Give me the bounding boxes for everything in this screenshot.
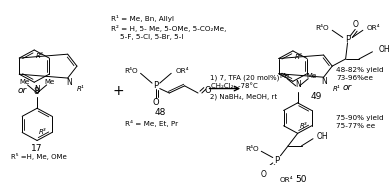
Text: OH: OH — [317, 132, 328, 141]
Text: N: N — [322, 77, 327, 86]
Text: N: N — [34, 85, 40, 94]
Text: 75-90% yield: 75-90% yield — [336, 115, 384, 121]
Text: N: N — [66, 78, 71, 87]
Text: 75-77% ee: 75-77% ee — [336, 123, 375, 129]
Text: R¹: R¹ — [77, 86, 85, 92]
Text: R¹: R¹ — [333, 86, 341, 92]
Text: Me: Me — [20, 79, 30, 85]
Text: O: O — [152, 98, 159, 107]
Text: OR⁴: OR⁴ — [279, 177, 293, 183]
Text: 50: 50 — [296, 175, 307, 183]
Text: P: P — [153, 81, 158, 90]
Text: O: O — [205, 86, 211, 95]
Text: P: P — [345, 35, 350, 44]
Text: R⁴O: R⁴O — [124, 68, 138, 74]
Text: OR⁴: OR⁴ — [176, 68, 190, 74]
Text: O: O — [260, 170, 266, 179]
Text: R²: R² — [294, 54, 302, 60]
Text: R³: R³ — [39, 129, 46, 135]
Text: R¹ = Me, Bn, Allyl: R¹ = Me, Bn, Allyl — [111, 15, 174, 22]
Text: 49: 49 — [310, 92, 321, 101]
Text: R⁴ = Me, Et, Pr: R⁴ = Me, Et, Pr — [125, 120, 178, 127]
Text: 48: 48 — [155, 108, 166, 117]
Text: R³: R³ — [299, 123, 307, 129]
Text: 1) 7, TFA (20 mol%): 1) 7, TFA (20 mol%) — [210, 74, 279, 81]
Text: 2) NaBH₄, MeOH, rt: 2) NaBH₄, MeOH, rt — [210, 93, 277, 100]
Text: 5-F, 5-Cl, 5-Br, 5-I: 5-F, 5-Cl, 5-Br, 5-I — [120, 34, 184, 40]
Text: N: N — [295, 80, 301, 89]
Text: 73-96%ee: 73-96%ee — [336, 75, 373, 81]
Text: R⁴O: R⁴O — [245, 146, 258, 152]
Text: or: or — [17, 86, 26, 95]
Text: Me: Me — [306, 73, 316, 79]
Text: 17: 17 — [31, 144, 43, 153]
Text: 48-82% yield: 48-82% yield — [336, 67, 384, 73]
Text: 8: 8 — [33, 87, 39, 96]
Text: R⁴O: R⁴O — [316, 25, 329, 31]
Text: OR⁴: OR⁴ — [367, 25, 380, 31]
Text: R²: R² — [36, 53, 44, 59]
Text: or: or — [343, 83, 352, 92]
Text: CH₂Cl₂, -78°C: CH₂Cl₂, -78°C — [211, 83, 258, 89]
Text: O: O — [352, 20, 358, 29]
Text: R⁵ =H, Me, OMe: R⁵ =H, Me, OMe — [11, 153, 67, 160]
Text: Me: Me — [44, 79, 54, 85]
Text: P: P — [274, 156, 279, 165]
Text: +: + — [113, 84, 124, 98]
Text: Me: Me — [279, 73, 289, 79]
Text: OH: OH — [378, 46, 390, 55]
Text: R² = H, 5- Me, 5-OMe, 5-CO₂Me,: R² = H, 5- Me, 5-OMe, 5-CO₂Me, — [111, 25, 226, 32]
